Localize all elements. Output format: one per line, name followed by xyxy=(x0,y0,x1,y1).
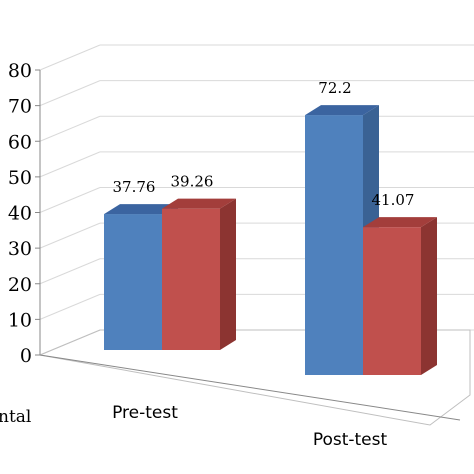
gridline-depth xyxy=(39,187,101,213)
y-tick-label: 70 xyxy=(8,96,32,118)
chart-floor xyxy=(38,329,471,426)
data-labels: 37.76 39.26 72.2 41.07 xyxy=(113,79,415,209)
bar-top xyxy=(162,198,236,209)
y-tick-label: 80 xyxy=(8,60,32,82)
gridline-depth xyxy=(39,80,101,107)
gridline-depth xyxy=(39,44,101,71)
y-tick-label: 40 xyxy=(8,203,32,225)
category-labels: Pre-test Post-test xyxy=(112,403,387,450)
gridline-depth xyxy=(39,222,101,249)
bar-front xyxy=(363,227,421,375)
gridline-depth xyxy=(39,115,101,142)
bar-top xyxy=(104,204,178,215)
y-tick-label: 10 xyxy=(8,309,32,331)
bar-top xyxy=(305,105,379,116)
gridline-depth xyxy=(39,151,101,178)
y-tick-label: 30 xyxy=(8,238,32,260)
bars xyxy=(104,105,437,375)
x-axis-line xyxy=(39,354,461,421)
gridline-depth xyxy=(39,258,101,285)
y-tick-label: 60 xyxy=(8,131,32,153)
bar-front xyxy=(305,115,363,375)
bar-top xyxy=(363,217,437,228)
bar-side xyxy=(220,198,236,350)
bar-front xyxy=(162,208,220,350)
data-label: 41.07 xyxy=(372,191,415,209)
bar-side xyxy=(421,217,437,375)
data-label: 37.76 xyxy=(113,178,156,196)
category-label: Pre-test xyxy=(112,403,178,423)
y-tick-label: 20 xyxy=(8,274,32,296)
bar-front xyxy=(104,214,162,350)
cropped-label-fragment: ntal xyxy=(0,407,31,427)
data-label: 72.2 xyxy=(318,79,351,97)
y-axis-ticks: 0 10 20 30 40 50 60 70 80 xyxy=(8,60,40,367)
category-label: Post-test xyxy=(313,430,388,450)
y-tick-label: 0 xyxy=(20,345,32,367)
y-tick-label: 50 xyxy=(8,167,32,189)
data-label: 39.26 xyxy=(171,173,214,191)
gridline-depth xyxy=(39,293,101,320)
